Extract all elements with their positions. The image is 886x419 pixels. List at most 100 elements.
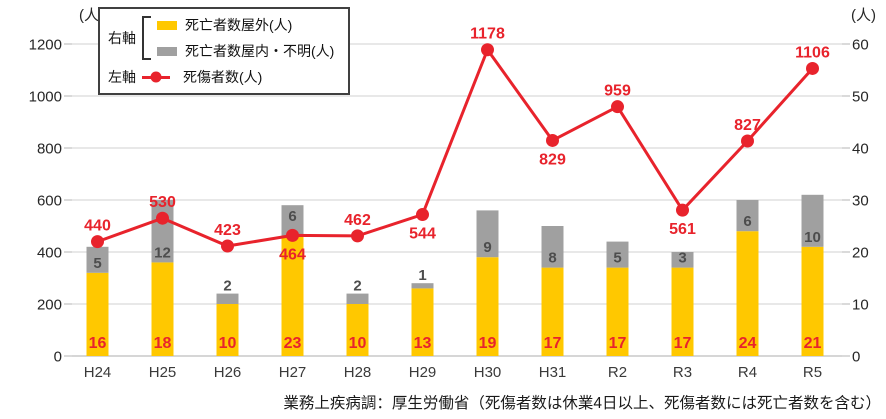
bar-value-label-outdoor: 17 xyxy=(609,335,627,352)
right-axis-tick-label: 40 xyxy=(852,141,869,158)
bar-value-label-indoor: 2 xyxy=(223,278,231,295)
bar-value-label-outdoor: 10 xyxy=(349,335,367,352)
line-point-marker xyxy=(546,133,559,147)
bar-value-label-indoor: 6 xyxy=(288,208,296,225)
bar-value-label-outdoor: 24 xyxy=(739,335,757,352)
left-axis-tick-label: 800 xyxy=(37,141,62,158)
x-axis-category-label: H27 xyxy=(279,364,307,381)
chart-legend: 右軸 死亡者数屋外(人) 死亡者数屋内・不明(人) 左軸 死傷者数(人) xyxy=(98,7,350,95)
legend-item-deaths-outdoor: 死亡者数屋外(人) xyxy=(157,15,334,35)
bar-value-label-indoor: 12 xyxy=(154,244,171,261)
bar-deaths-indoor xyxy=(476,210,499,258)
bar-deaths-outdoor xyxy=(736,231,759,356)
bar-value-label-outdoor: 23 xyxy=(284,335,302,352)
bar-value-label-outdoor: 17 xyxy=(544,335,562,352)
legend-left-axis-label: 左軸 xyxy=(108,69,136,85)
bar-value-label-indoor: 10 xyxy=(804,229,821,246)
bar-value-label-indoor: 1 xyxy=(418,267,426,284)
casualties-line xyxy=(96,46,814,248)
bar-value-label-outdoor: 13 xyxy=(414,335,432,352)
legend-swatch-indoor xyxy=(157,46,177,56)
bar-value-label-indoor: 3 xyxy=(678,250,686,267)
x-axis-category-label: H31 xyxy=(539,364,567,381)
line-value-label: 462 xyxy=(344,212,371,229)
line-point-marker xyxy=(806,61,819,75)
legend-dot-icon xyxy=(150,71,162,83)
legend-line-marker-icon xyxy=(142,71,175,83)
bar-deaths-outdoor xyxy=(86,272,109,356)
left-axis-tick-label: 1000 xyxy=(29,89,62,106)
legend-label-indoor: 死亡者数屋内・不明(人) xyxy=(185,43,335,59)
line-value-label: 544 xyxy=(409,226,436,243)
bar-value-label-indoor: 6 xyxy=(743,213,751,230)
legend-line-swatch xyxy=(142,71,170,83)
line-value-label: 1106 xyxy=(795,44,830,61)
line-value-label: 1178 xyxy=(470,26,505,43)
x-axis-category-label: H29 xyxy=(409,364,437,381)
bar-deaths-indoor xyxy=(216,293,239,304)
bar-deaths-outdoor xyxy=(671,267,694,356)
bar-deaths-indoor xyxy=(346,293,369,304)
line-point-marker xyxy=(481,43,494,57)
legend-bracket-icon xyxy=(142,16,151,60)
right-axis-tick-label: 60 xyxy=(852,37,869,54)
left-axis-unit-label: (人) xyxy=(79,7,104,24)
line-point-marker xyxy=(676,203,689,217)
bar-value-label-indoor: 2 xyxy=(353,278,361,295)
legend-right-axis-label: 右軸 xyxy=(108,30,136,46)
bar-value-label-indoor: 5 xyxy=(613,250,621,267)
right-axis-tick-label: 30 xyxy=(852,193,869,210)
line-point-marker xyxy=(91,235,104,249)
bar-value-label-indoor: 8 xyxy=(548,250,556,267)
bar-deaths-outdoor xyxy=(411,288,434,356)
right-axis-tick-label: 0 xyxy=(852,349,860,366)
line-value-label: 959 xyxy=(604,83,631,100)
bar-deaths-indoor xyxy=(281,205,304,237)
bar-value-label-outdoor: 18 xyxy=(154,335,172,352)
bar-value-label-outdoor: 19 xyxy=(479,335,497,352)
bar-deaths-outdoor xyxy=(476,257,499,356)
bar-deaths-indoor xyxy=(411,283,434,289)
line-point-marker xyxy=(221,239,234,253)
bar-deaths-indoor xyxy=(801,194,824,247)
line-value-label: 440 xyxy=(84,218,111,235)
bar-value-label-indoor: 9 xyxy=(483,239,491,256)
bar-deaths-outdoor xyxy=(801,246,824,356)
line-value-label: 561 xyxy=(669,221,696,238)
legend-label-casualties: 死傷者数(人) xyxy=(183,69,263,85)
bar-deaths-outdoor xyxy=(281,236,304,356)
bar-deaths-outdoor xyxy=(606,267,629,356)
legend-right-axis-group: 右軸 死亡者数屋外(人) 死亡者数屋内・不明(人) xyxy=(108,15,344,61)
bar-deaths-indoor xyxy=(541,226,564,268)
x-axis-category-label: R5 xyxy=(803,364,822,381)
bar-value-label-indoor: 5 xyxy=(93,255,101,272)
bar-deaths-indoor xyxy=(86,246,109,273)
x-axis-category-label: H24 xyxy=(84,364,112,381)
left-axis-tick-label: 600 xyxy=(37,193,62,210)
line-point-marker xyxy=(611,100,624,114)
x-axis-category-label: R2 xyxy=(608,364,627,381)
left-axis-tick-label: 1200 xyxy=(29,37,62,54)
right-axis-unit-label: (人) xyxy=(851,7,876,24)
line-value-label: 464 xyxy=(279,246,306,263)
bar-value-label-outdoor: 16 xyxy=(89,335,107,352)
legend-item-deaths-indoor: 死亡者数屋内・不明(人) xyxy=(157,41,334,61)
x-axis-category-label: H26 xyxy=(214,364,242,381)
legend-left-axis-group: 左軸 死傷者数(人) xyxy=(108,67,344,87)
x-axis-category-label: R3 xyxy=(673,364,692,381)
right-axis-tick-label: 50 xyxy=(852,89,869,106)
bar-deaths-indoor xyxy=(606,241,629,268)
line-point-marker xyxy=(286,228,299,242)
combo-chart-canvas: 0 0 200 10 400 20 600 30 800 40 1000 50 1200 60 (人) (人)… xyxy=(29,7,876,381)
right-axis-tick-label: 20 xyxy=(852,245,869,262)
line-value-label: 530 xyxy=(149,194,176,211)
left-axis-tick-label: 0 xyxy=(54,349,62,366)
line-value-label: 827 xyxy=(734,117,761,134)
x-axis-category-label: H28 xyxy=(344,364,372,381)
x-axis-category-label: R4 xyxy=(738,364,757,381)
source-caption: 業務上疾病調：厚生労働省（死傷者数は休業4日以上、死傷者数には死亡者数を含む） xyxy=(283,395,881,412)
bar-value-label-outdoor: 10 xyxy=(219,335,237,352)
bar-deaths-outdoor xyxy=(151,262,174,356)
bar-deaths-outdoor xyxy=(346,304,369,356)
